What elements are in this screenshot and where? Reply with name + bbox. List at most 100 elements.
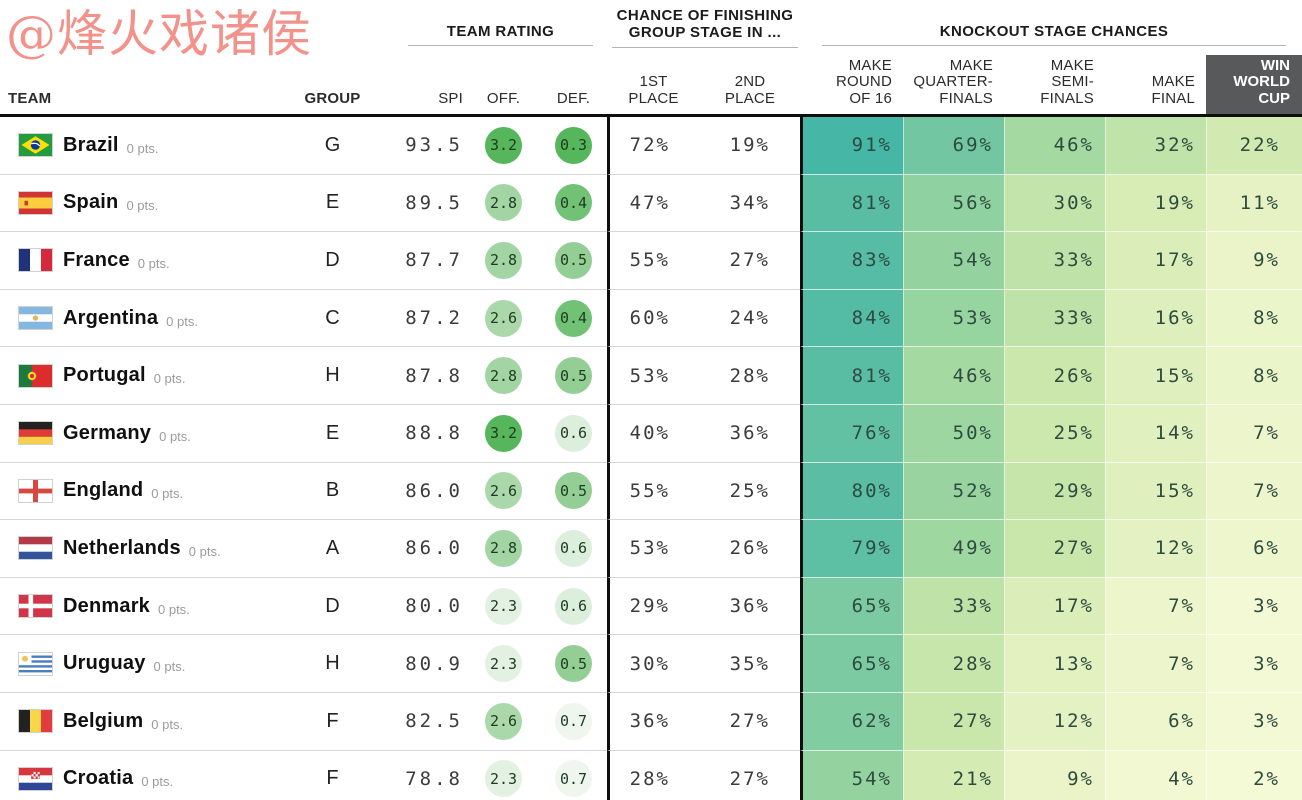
table-row: Croatia 0 pts. F 78.8 2.3 0.7 28% 27% 54% 21% 9% 4%… [0, 750, 1302, 800]
team-cell: Germany 0 pts. [0, 405, 300, 463]
def-rating-circle: 0.3 [540, 117, 607, 175]
team-points: 0 pts. [188, 543, 221, 559]
uruguay-flag-icon [18, 651, 53, 676]
off-rating-circle: 3.2 [467, 405, 540, 463]
team-cell: Portugal 0 pts. [0, 347, 300, 405]
off-rating-circle: 2.3 [467, 751, 540, 800]
sf-chance-cell: 30% [1004, 174, 1105, 233]
team-name: Portugal [63, 364, 146, 387]
sf-chance-cell: 12% [1004, 692, 1105, 751]
second-place-cell: 36% [700, 405, 800, 463]
team-points: 0 pts. [153, 659, 186, 675]
qf-chance-cell: 33% [903, 577, 1004, 636]
qf-chance-cell: 50% [903, 404, 1004, 463]
off-rating-circle: 2.3 [467, 578, 540, 636]
r16-chance-cell: 81% [800, 347, 903, 405]
def-rating-circle: 0.7 [540, 751, 607, 800]
team-name: Denmark [63, 594, 150, 617]
section-title-group-stage: CHANCE OF FINISHING GROUP STAGE IN ... [612, 7, 798, 48]
win-chance-cell: 8% [1206, 289, 1302, 348]
spi-cell: 88.8 [365, 405, 467, 463]
team-points: 0 pts. [141, 774, 174, 790]
team-cell: Spain 0 pts. [0, 175, 300, 233]
group-cell: F [300, 693, 365, 751]
off-rating-circle: 2.8 [467, 175, 540, 233]
sf-chance-cell: 29% [1004, 462, 1105, 521]
team-points: 0 pts. [126, 198, 159, 214]
first-place-cell: 40% [607, 404, 700, 463]
group-cell: C [300, 290, 365, 348]
first-place-cell: 53% [607, 520, 700, 578]
second-place-cell: 27% [700, 751, 800, 800]
croatia-flag-icon [18, 766, 53, 791]
second-place-cell: 24% [700, 290, 800, 348]
win-chance-cell: 22% [1206, 117, 1302, 175]
first-place-cell: 47% [607, 174, 700, 233]
group-cell: A [300, 520, 365, 578]
section-title-team-rating: TEAM RATING [408, 23, 593, 47]
final-chance-cell: 14% [1105, 404, 1206, 463]
second-place-cell: 25% [700, 463, 800, 521]
team-cell: Croatia 0 pts. [0, 751, 300, 800]
table-row: Uruguay 0 pts. H 80.9 2.3 0.5 30% 35% 65% 28% 13% 7… [0, 635, 1302, 693]
team-points: 0 pts. [153, 371, 186, 387]
off-rating-circle: 2.6 [467, 693, 540, 751]
def-rating-circle: 0.6 [540, 520, 607, 578]
final-chance-cell: 7% [1105, 577, 1206, 636]
team-name: Netherlands [63, 536, 181, 559]
team-cell: England 0 pts. [0, 463, 300, 521]
column-header-make-semifinals: MAKE SEMI- FINALS [1040, 56, 1094, 107]
table-row: England 0 pts. B 86.0 2.6 0.5 55% 25% 80% 52% 29% 1… [0, 462, 1302, 521]
win-chance-cell: 11% [1206, 174, 1302, 233]
sf-chance-cell: 26% [1004, 347, 1105, 405]
team-points: 0 pts. [159, 428, 191, 444]
team-name: Uruguay [63, 652, 146, 675]
table-row: Denmark 0 pts. D 80.0 2.3 0.6 29% 36% 65% 33% 17% 7… [0, 577, 1302, 636]
table-row: Germany 0 pts. E 88.8 3.2 0.6 40% 36% 76% 50% 25% 1… [0, 404, 1302, 463]
first-place-cell: 55% [607, 232, 700, 290]
column-header-2nd-place: 2ND PLACE [724, 73, 776, 107]
team-cell: Argentina 0 pts. [0, 290, 300, 348]
spi-cell: 87.2 [365, 290, 467, 348]
win-chance-cell: 3% [1206, 692, 1302, 751]
qf-chance-cell: 28% [903, 635, 1004, 693]
spi-cell: 80.0 [365, 578, 467, 636]
r16-chance-cell: 65% [800, 577, 903, 636]
england-flag-icon [18, 478, 53, 503]
spi-cell: 87.7 [365, 232, 467, 290]
win-chance-cell: 8% [1206, 347, 1302, 405]
def-rating-circle: 0.5 [540, 347, 607, 405]
sf-chance-cell: 46% [1004, 117, 1105, 175]
second-place-cell: 19% [700, 117, 800, 175]
team-points: 0 pts. [158, 601, 190, 617]
qf-chance-cell: 54% [903, 232, 1004, 290]
qf-chance-cell: 56% [903, 174, 1004, 233]
def-rating-circle: 0.6 [540, 405, 607, 463]
column-header-def: DEF. [556, 89, 591, 107]
final-chance-cell: 15% [1105, 462, 1206, 521]
off-rating-circle: 2.8 [467, 347, 540, 405]
qf-chance-cell: 53% [903, 289, 1004, 348]
qf-chance-cell: 21% [903, 750, 1004, 800]
table-row: Netherlands 0 pts. A 86.0 2.8 0.6 53% 26% 79% 49%… [0, 520, 1302, 578]
team-points: 0 pts. [137, 255, 170, 271]
final-chance-cell: 15% [1105, 347, 1206, 405]
column-header-1st-place: 1ST PLACE [628, 73, 679, 107]
table-row: Portugal 0 pts. H 87.8 2.8 0.5 53% 28% 81% 46% 26%… [0, 347, 1302, 405]
team-points: 0 pts. [126, 140, 159, 156]
def-rating-circle: 0.4 [540, 175, 607, 233]
team-points: 0 pts. [151, 716, 184, 732]
final-chance-cell: 19% [1105, 174, 1206, 233]
section-title-knockout: KNOCKOUT STAGE CHANCES [822, 23, 1286, 47]
netherlands-flag-icon [18, 536, 53, 561]
def-rating-circle: 0.5 [540, 463, 607, 521]
r16-chance-cell: 62% [800, 692, 903, 751]
column-header-off: OFF. [486, 89, 521, 107]
column-header-make-round-of-16: MAKE ROUND OF 16 [836, 56, 892, 107]
group-cell: G [300, 117, 365, 175]
group-cell: H [300, 347, 365, 405]
team-name: England [63, 479, 144, 502]
qf-chance-cell: 52% [903, 462, 1004, 521]
def-rating-circle: 0.5 [540, 635, 607, 693]
